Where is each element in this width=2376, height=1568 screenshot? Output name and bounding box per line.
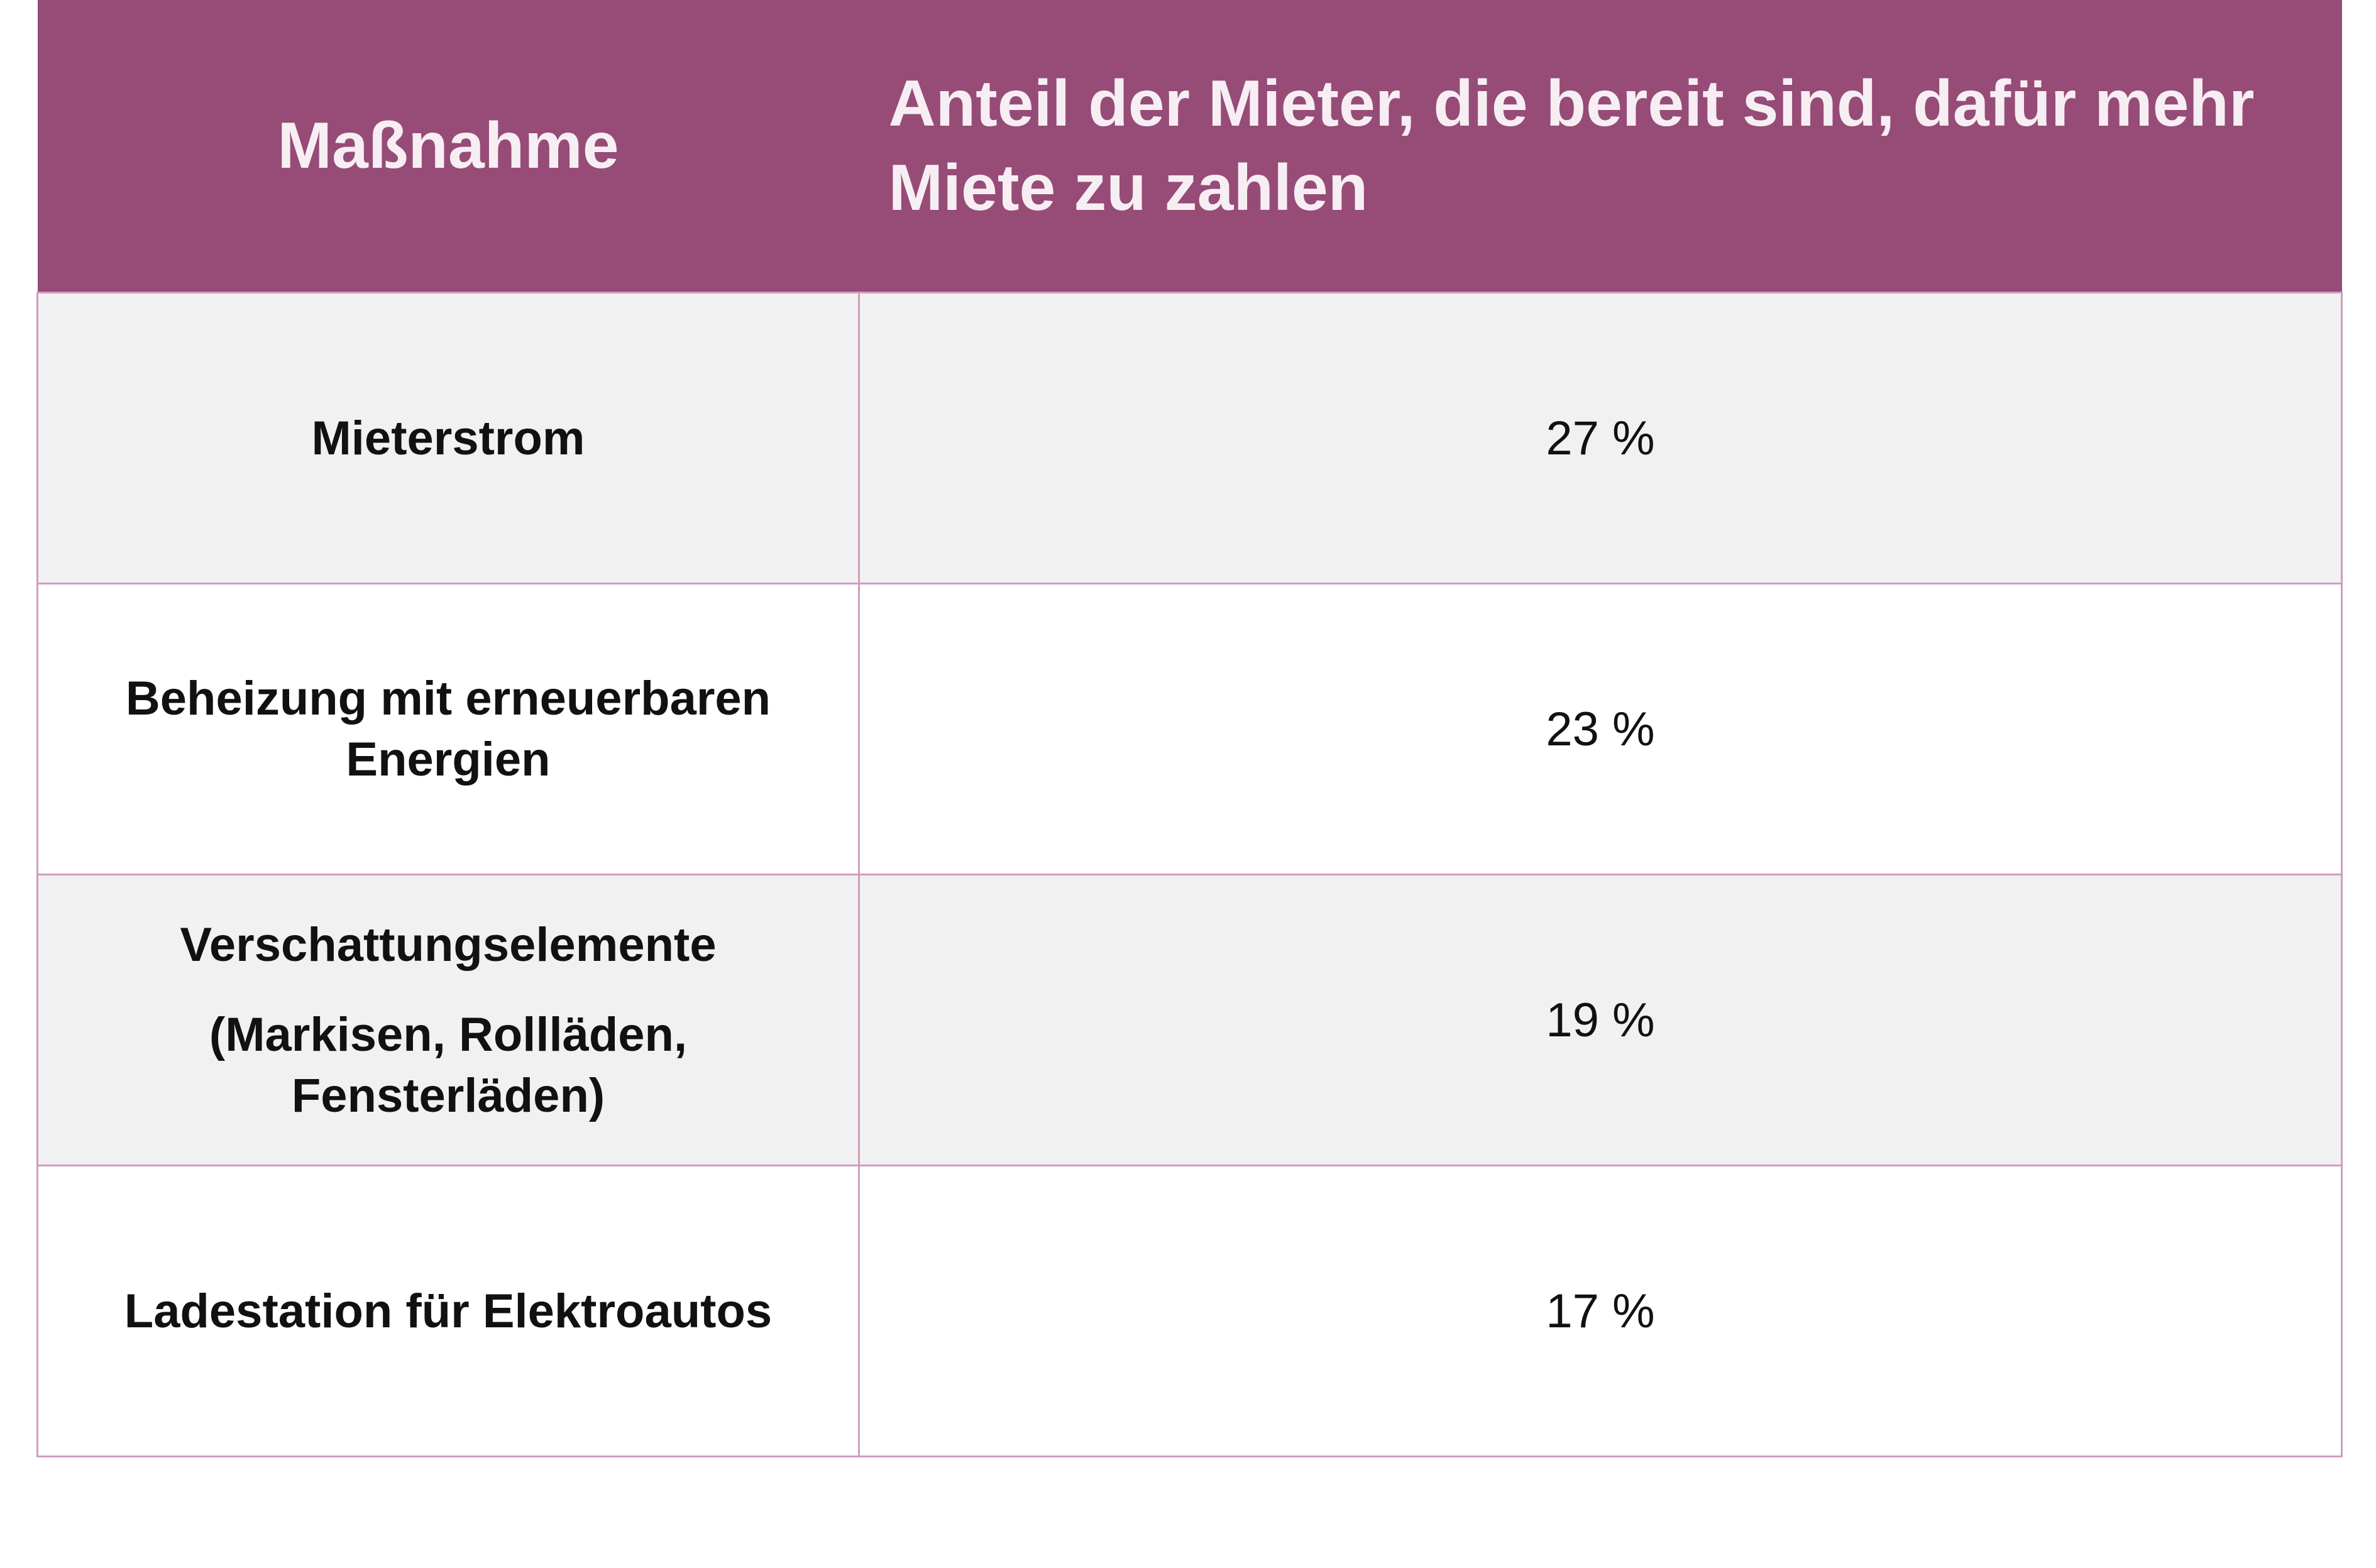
measure-cell: Mieterstrom bbox=[36, 292, 860, 584]
table-body: Mieterstrom 27 % Beheizung mit erneuerba… bbox=[36, 292, 2343, 1457]
table-row: Beheizung mit erneuerbaren Energien 23 % bbox=[36, 583, 2343, 875]
table-row: Verschattungselemente (Markisen, Rollläd… bbox=[36, 874, 2343, 1166]
measure-label: Verschattungselemente bbox=[180, 918, 717, 972]
measures-table: Maßnahme Anteil der Mieter, die bereit s… bbox=[36, 0, 2343, 1457]
table-header: Maßnahme Anteil der Mieter, die bereit s… bbox=[37, 0, 2342, 293]
value-cell: 27 % bbox=[858, 292, 2343, 584]
measure-cell: Beheizung mit erneuerbaren Energien bbox=[36, 583, 860, 875]
value-cell: 19 % bbox=[858, 874, 2343, 1166]
header-measure: Maßnahme bbox=[37, 0, 859, 293]
value-cell: 23 % bbox=[858, 583, 2343, 875]
measure-label: Beheizung mit erneuerbaren Energien bbox=[125, 672, 771, 786]
header-row: Maßnahme Anteil der Mieter, die bereit s… bbox=[37, 0, 2342, 293]
table-row: Mieterstrom 27 % bbox=[36, 292, 2343, 584]
data-table-container: Maßnahme Anteil der Mieter, die bereit s… bbox=[36, 0, 2343, 1457]
measure-detail: (Markisen, Rollläden, Fensterläden) bbox=[209, 1007, 688, 1122]
value-cell: 17 % bbox=[858, 1165, 2343, 1457]
measure-cell: Verschattungselemente (Markisen, Rollläd… bbox=[36, 874, 860, 1166]
table-row: Ladestation für Elektroautos 17 % bbox=[36, 1165, 2343, 1457]
header-share: Anteil der Mieter, die bereit sind, dafü… bbox=[859, 0, 2342, 293]
measure-cell: Ladestation für Elektroautos bbox=[36, 1165, 860, 1457]
measure-label: Ladestation für Elektroautos bbox=[124, 1284, 773, 1338]
measure-label: Mieterstrom bbox=[311, 411, 585, 465]
